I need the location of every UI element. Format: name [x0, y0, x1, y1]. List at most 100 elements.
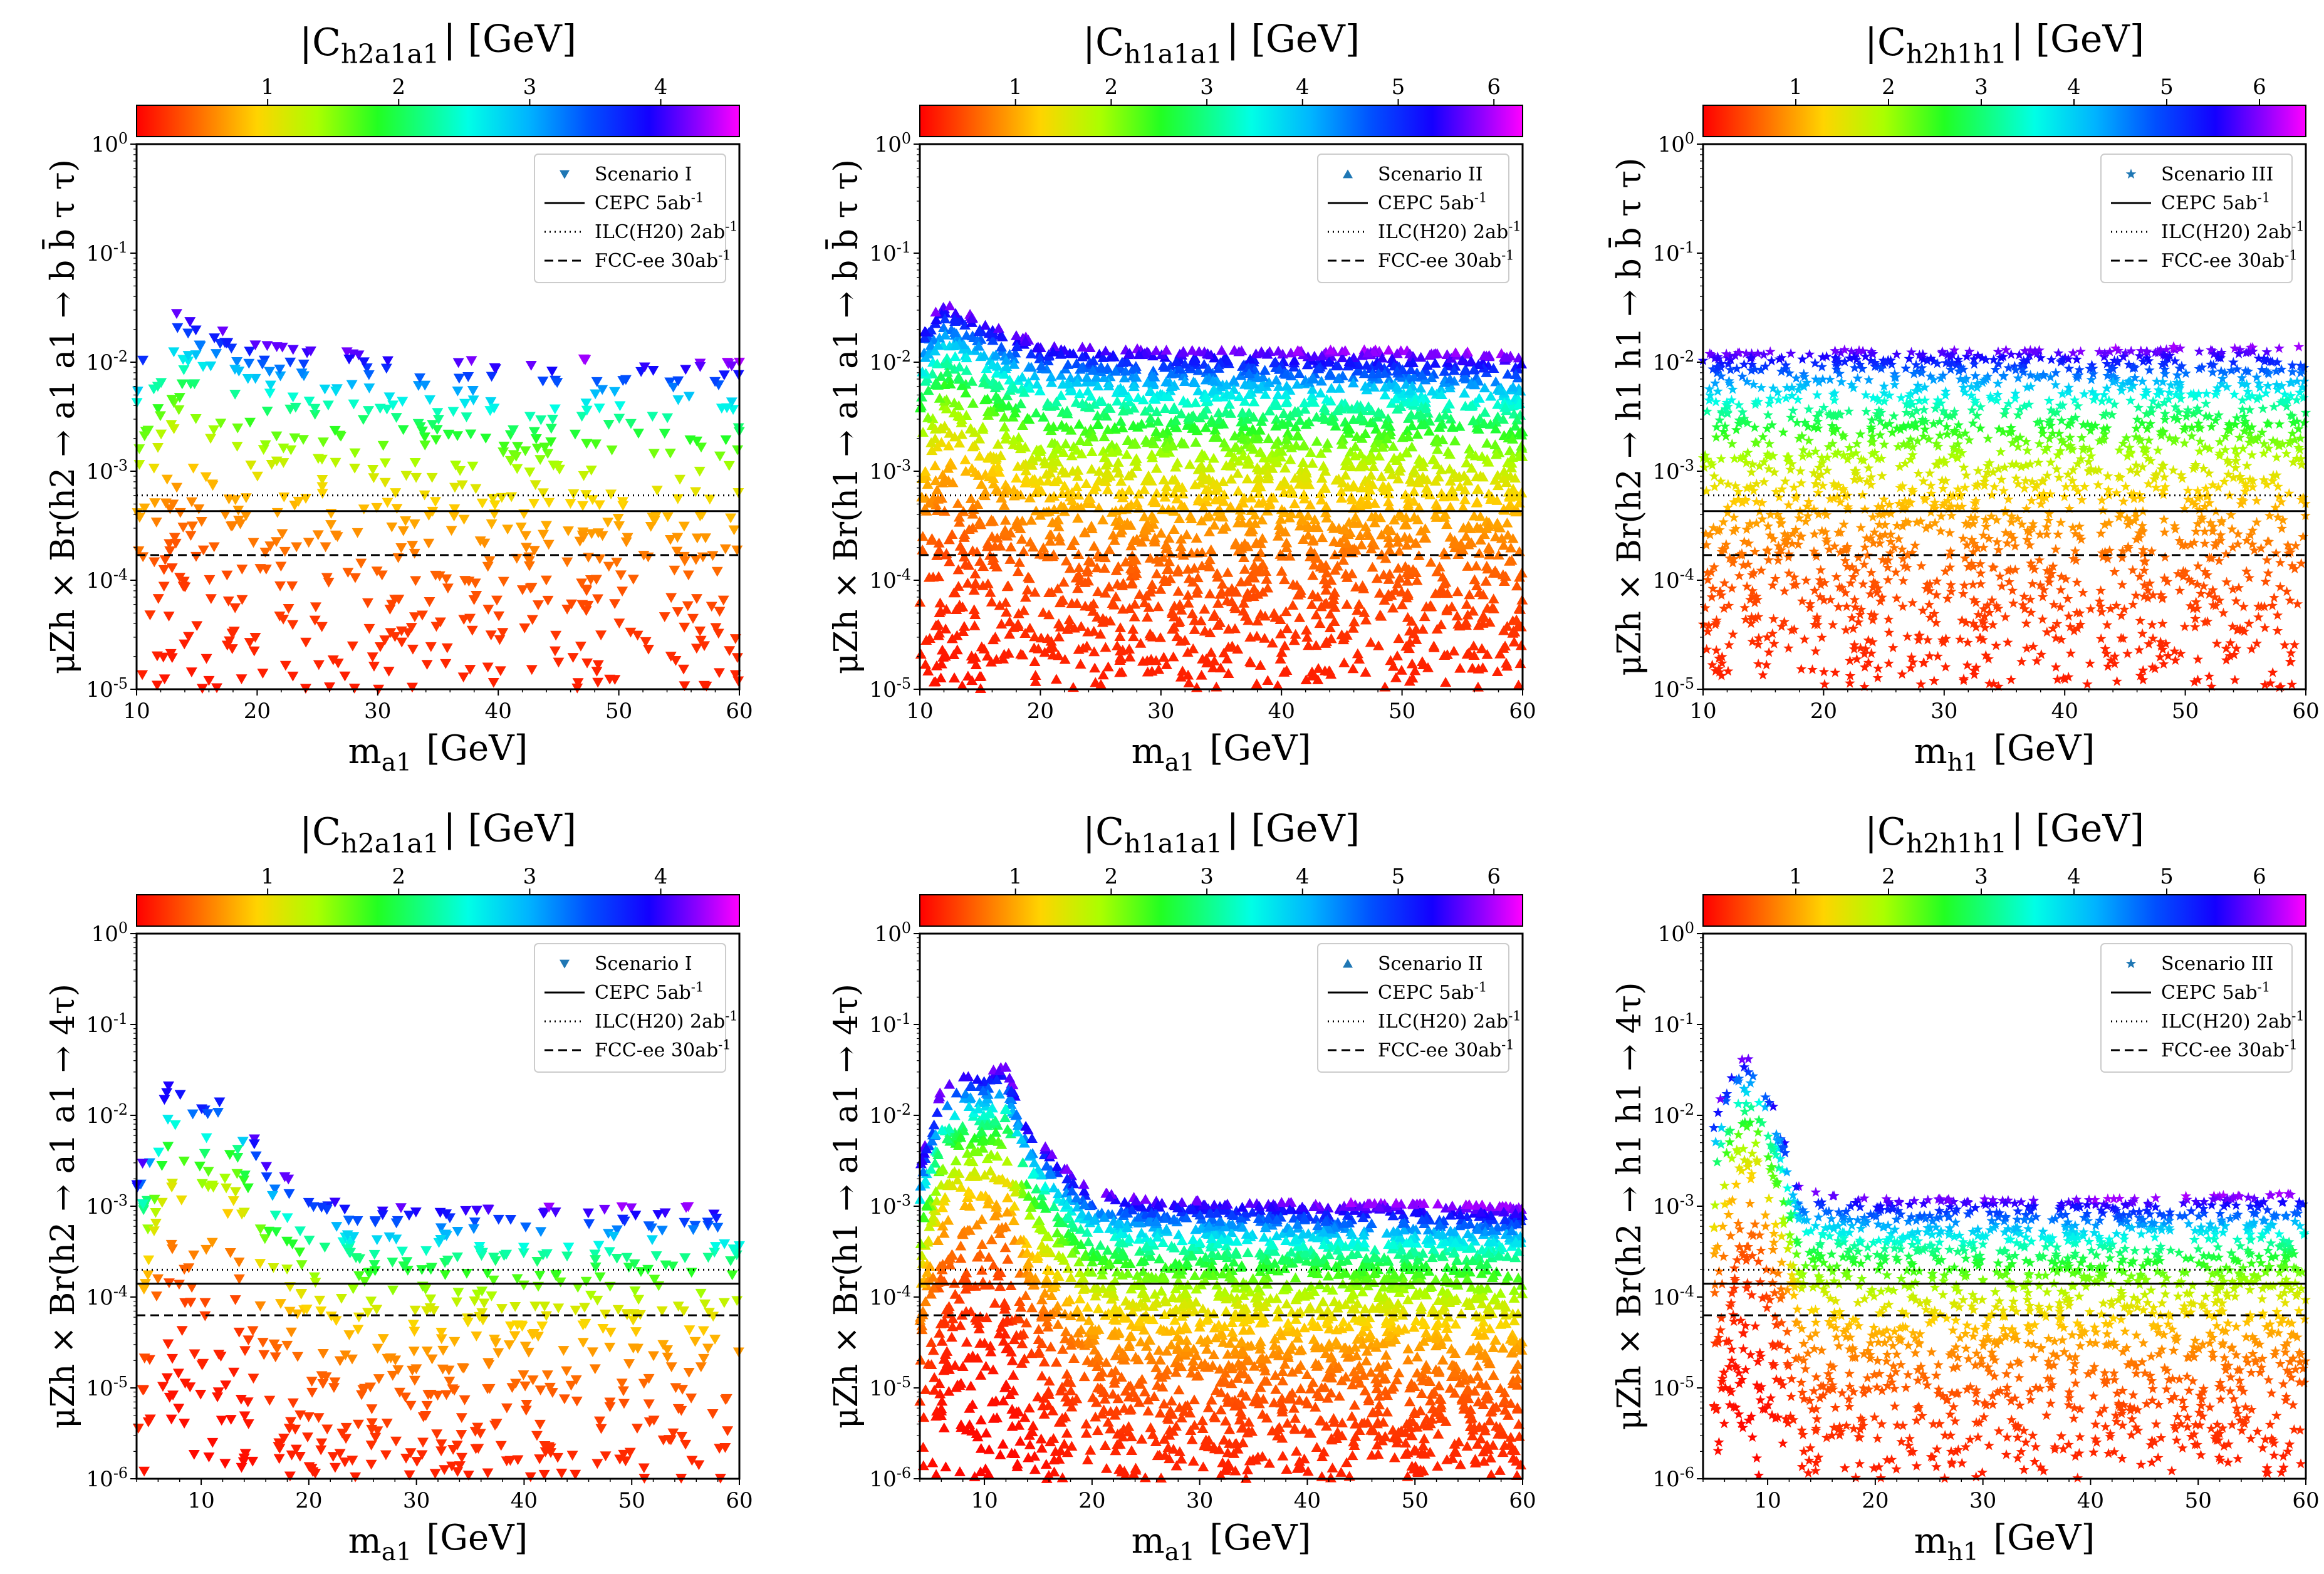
- data-point: [236, 565, 248, 575]
- data-point: [717, 595, 729, 606]
- data-point: [1001, 390, 1013, 400]
- data-point: [1912, 435, 1923, 446]
- data-point: [1858, 578, 1868, 589]
- data-point: [1387, 440, 1399, 451]
- data-point: [1169, 402, 1180, 412]
- data-point: [512, 442, 524, 452]
- data-point: [1165, 417, 1177, 427]
- data-point: [1378, 595, 1390, 605]
- data-point: [409, 548, 420, 559]
- data-point: [1940, 661, 1951, 672]
- data-point: [1300, 674, 1312, 684]
- data-point: [1055, 390, 1067, 400]
- data-point: [158, 581, 170, 592]
- data-point: [1353, 518, 1365, 528]
- data-point: [2050, 379, 2061, 390]
- data-point: [397, 425, 409, 435]
- data-point: [1360, 521, 1372, 531]
- data-point: [1483, 543, 1495, 554]
- data-point: [1298, 439, 1310, 450]
- x-tick-label: 60: [726, 699, 753, 724]
- data-point: [538, 529, 550, 540]
- data-point: [581, 405, 593, 416]
- data-point: [2026, 495, 2037, 506]
- data-point: [1266, 637, 1278, 648]
- data-point: [1711, 432, 1722, 442]
- data-point: [720, 435, 732, 446]
- data-point: [526, 615, 538, 625]
- data-point: [2274, 557, 2286, 568]
- data-point: [582, 600, 594, 611]
- data-point: [1321, 437, 1333, 448]
- data-point: [933, 538, 945, 548]
- data-point: [138, 431, 150, 442]
- data-point: [1092, 410, 1103, 420]
- data-point: [2160, 551, 2170, 562]
- data-point: [286, 581, 298, 592]
- data-point: [1348, 616, 1360, 627]
- data-point: [617, 376, 629, 386]
- data-point: [2065, 432, 2075, 442]
- data-point: [674, 474, 686, 485]
- data-point: [431, 425, 443, 435]
- data-point: [726, 397, 737, 408]
- data-point: [441, 643, 453, 654]
- data-point: [396, 637, 408, 648]
- data-point: [606, 445, 618, 456]
- data-point: [1365, 637, 1377, 647]
- data-point: [1092, 586, 1104, 597]
- data-point: [1098, 563, 1110, 573]
- data-point: [1019, 628, 1031, 638]
- data-point: [1103, 544, 1115, 555]
- data-point: [2231, 595, 2242, 606]
- data-point: [574, 536, 586, 547]
- x-tick-label: 60: [1509, 699, 1536, 724]
- data-point: [1991, 640, 2001, 650]
- data-point: [1841, 601, 1852, 612]
- data-point: [1972, 465, 1984, 476]
- data-point: [1373, 587, 1385, 598]
- data-point: [240, 493, 252, 503]
- data-point: [207, 481, 219, 491]
- data-point: [2271, 548, 2281, 558]
- data-point: [1016, 372, 1028, 382]
- data-point: [958, 621, 970, 631]
- data-point: [405, 623, 417, 633]
- data-point: [458, 615, 470, 625]
- data-point: [1279, 574, 1291, 585]
- data-point: [1819, 679, 1830, 689]
- data-point: [707, 551, 719, 561]
- data-point: [1254, 446, 1266, 457]
- y-axis-label: μZh × Br(h1 → a1 a1 → b b̄ τ τ): [826, 159, 865, 674]
- data-point: [1269, 439, 1281, 449]
- data-point: [1103, 581, 1115, 592]
- data-point: [1030, 407, 1042, 418]
- data-point: [1338, 555, 1350, 565]
- data-point: [566, 599, 578, 610]
- data-point: [545, 424, 557, 434]
- data-point: [999, 514, 1011, 525]
- data-point: [1012, 566, 1024, 576]
- data-point: [358, 504, 370, 514]
- data-point: [407, 644, 419, 655]
- data-point: [2182, 485, 2194, 495]
- colorbar-tick-label: 4: [2067, 75, 2081, 100]
- data-point: [2279, 640, 2290, 650]
- data-point: [177, 581, 189, 592]
- data-point: [2241, 460, 2253, 471]
- data-point: [1224, 399, 1236, 409]
- data-point: [622, 533, 633, 543]
- data-point: [1386, 469, 1398, 479]
- data-point: [1238, 597, 1249, 608]
- data-point: [949, 351, 961, 362]
- data-point: [1298, 489, 1310, 499]
- y-tick-label: 100: [875, 130, 911, 157]
- data-point: [1088, 399, 1100, 409]
- data-point: [679, 681, 690, 692]
- data-point: [642, 644, 654, 655]
- data-point: [684, 435, 696, 446]
- data-point: [339, 671, 351, 682]
- data-point: [1060, 438, 1071, 449]
